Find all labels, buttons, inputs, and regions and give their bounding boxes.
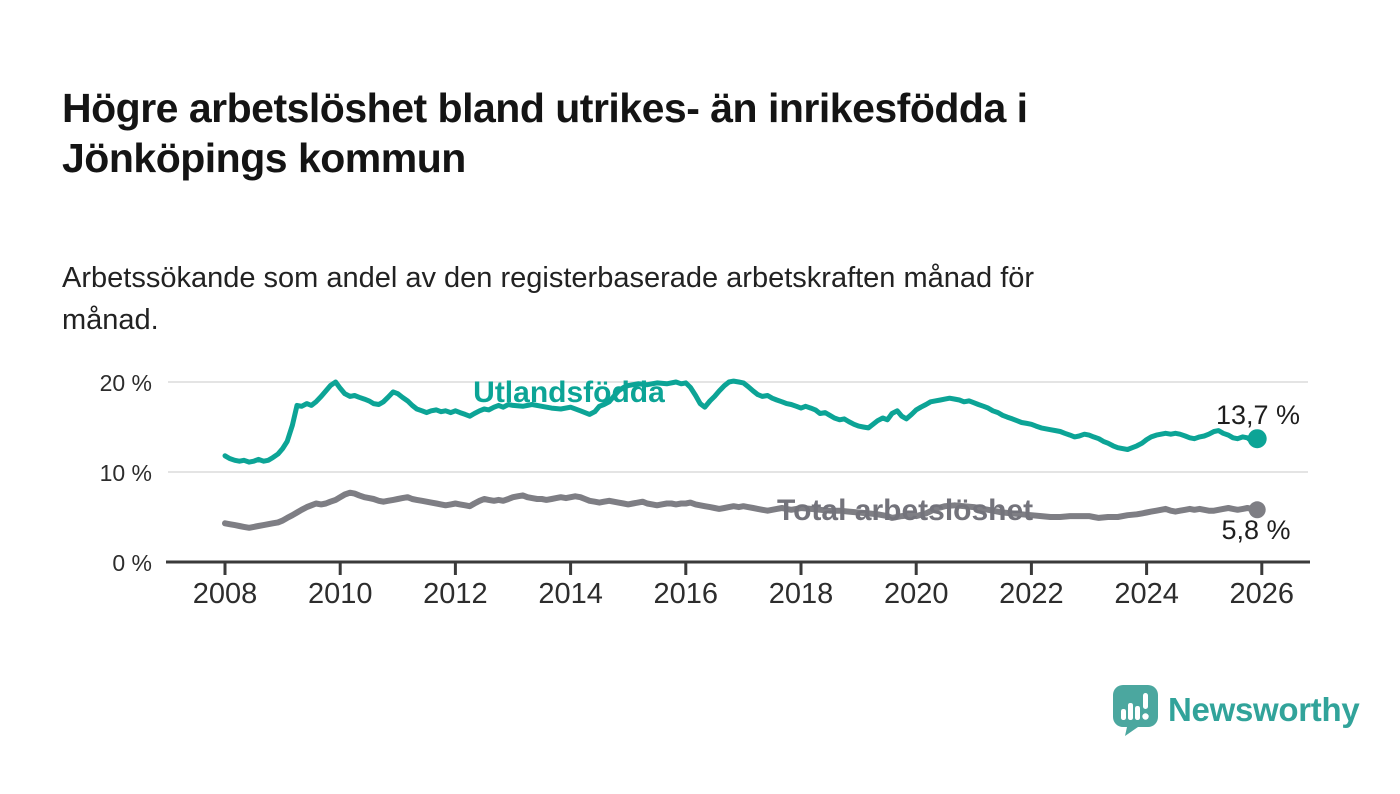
chart-subtitle: Arbetssökande som andel av den registerb… — [62, 257, 1282, 341]
x-tick-label-2018: 2018 — [769, 578, 834, 610]
series-line-utlandsfodda — [222, 378, 1260, 465]
x-tick-label-2026: 2026 — [1230, 578, 1295, 610]
newsworthy-logo-icon — [1113, 685, 1158, 736]
chart-subtitle-line-1: Arbetssökande som andel av den registerb… — [62, 262, 1035, 294]
y-tick-label-20: 20 % — [100, 370, 152, 396]
newsworthy-logo[interactable]: Newsworthy — [1112, 684, 1360, 736]
x-tick-label-2014: 2014 — [538, 578, 603, 610]
x-tick-label-2020: 2020 — [884, 578, 949, 610]
page-title: Högre arbetslöshet bland utrikes- än inr… — [62, 83, 1342, 183]
newsworthy-wordmark: Newsworthy — [1168, 691, 1360, 728]
y-tick-label-10: 10 % — [100, 460, 152, 486]
x-tick-label-2008: 2008 — [193, 578, 258, 610]
y-tick-label-0: 0 % — [112, 550, 152, 576]
bar-chart-bar-1 — [1121, 709, 1126, 720]
page-title-line-1: Högre arbetslöshet bland utrikes- än inr… — [62, 85, 1028, 132]
gridlines-layer — [168, 381, 1308, 473]
labels-layer: 20 % 10 % 0 % Utlandsfödda Total arbetsl… — [100, 370, 1300, 576]
x-tick-label-2022: 2022 — [999, 578, 1064, 610]
series-line-total-arbetsloshet — [222, 489, 1261, 531]
x-tick-label-2024: 2024 — [1114, 578, 1179, 610]
end-value-label-total: 5,8 % — [1221, 515, 1290, 545]
page-title-line-2: Jönköpings kommun — [62, 135, 466, 182]
series-layer — [222, 378, 1267, 531]
exclamation-stem — [1143, 693, 1148, 709]
series-label-utlandsfodda: Utlandsfödda — [473, 376, 665, 409]
series-label-total-arbetsloshet: Total arbetslöshet — [777, 494, 1033, 527]
chart-subtitle-line-2: månad. — [62, 304, 159, 337]
bar-chart-bar-2 — [1128, 703, 1133, 720]
x-tick-label-2010: 2010 — [308, 578, 373, 610]
x-tick-label-2016: 2016 — [654, 578, 719, 610]
series-end-dot-total-arbetsloshet — [1248, 501, 1266, 519]
end-value-label-utlandsfodda: 13,7 % — [1216, 400, 1300, 430]
x-axis-layer: 2008 2010 2012 2014 2016 2018 2020 2022 2024 2026 — [166, 560, 1310, 610]
bar-chart-bar-3 — [1135, 706, 1140, 720]
exclamation-dot — [1142, 713, 1149, 720]
series-end-dot-utlandsfodda — [1247, 429, 1267, 449]
x-tick-label-2012: 2012 — [423, 578, 488, 610]
unemployment-line-chart: 2008 2010 2012 2014 2016 2018 2020 2022 2024 2026… — [0, 330, 1400, 645]
chart-canvas: 2008 2010 2012 2014 2016 2018 2020 2022 2024 2026… — [100, 370, 1310, 610]
